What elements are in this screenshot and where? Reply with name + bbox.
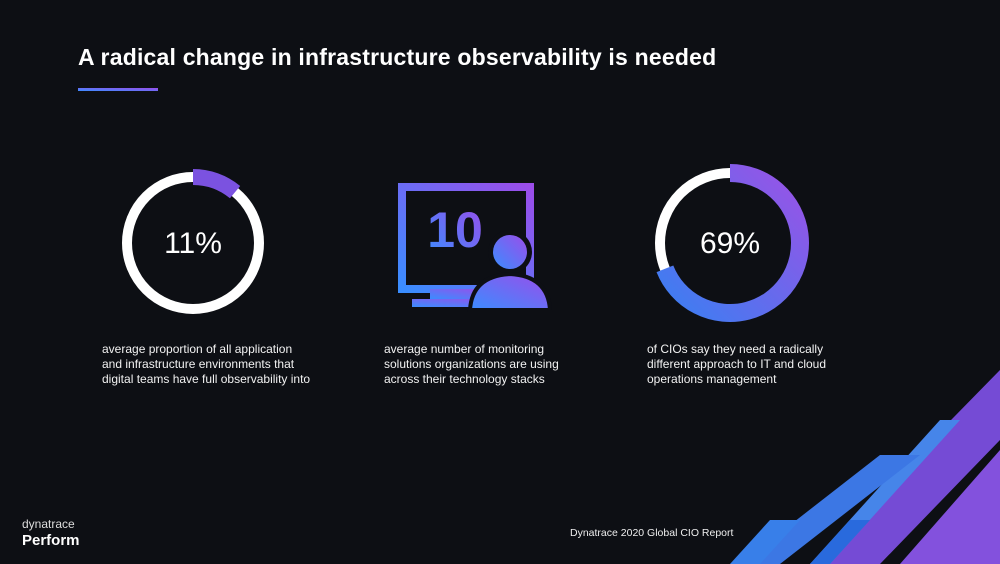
monitor-icon xyxy=(398,183,553,312)
ring-arc xyxy=(192,169,241,199)
stat-value: 11% xyxy=(164,227,222,260)
stat-description: average proportion of all application an… xyxy=(102,342,311,386)
footer-source: Dynatrace 2020 Global CIO Report xyxy=(570,527,734,539)
ring-arc xyxy=(656,164,809,322)
brand-event: Perform xyxy=(22,532,80,549)
stat-value: 10 xyxy=(427,202,483,258)
decoration xyxy=(730,370,1000,564)
slide-title: A radical change in infrastructure obser… xyxy=(78,44,717,70)
title-underline xyxy=(78,88,158,91)
stat-description: of CIOs say they need a radically differ… xyxy=(647,342,827,386)
stat-value: 69% xyxy=(700,227,760,260)
stat-description: average number of monitoring solutions o… xyxy=(384,342,559,386)
brand-logo: dynatrace xyxy=(22,517,75,531)
